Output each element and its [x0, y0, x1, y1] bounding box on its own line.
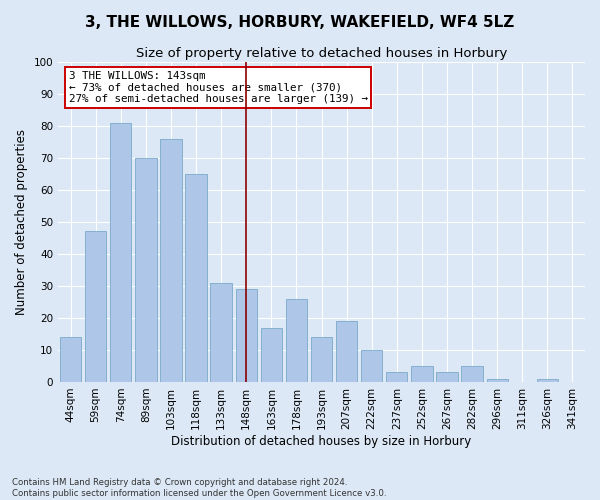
- Bar: [487, 379, 508, 382]
- Y-axis label: Number of detached properties: Number of detached properties: [15, 129, 28, 315]
- Text: Contains HM Land Registry data © Crown copyright and database right 2024.
Contai: Contains HM Land Registry data © Crown c…: [12, 478, 386, 498]
- Bar: [85, 232, 106, 382]
- Bar: [260, 328, 282, 382]
- Title: Size of property relative to detached houses in Horbury: Size of property relative to detached ho…: [136, 48, 507, 60]
- Bar: [536, 379, 558, 382]
- Bar: [361, 350, 382, 382]
- Bar: [110, 122, 131, 382]
- Bar: [336, 321, 357, 382]
- Bar: [411, 366, 433, 382]
- X-axis label: Distribution of detached houses by size in Horbury: Distribution of detached houses by size …: [172, 434, 472, 448]
- Bar: [60, 337, 81, 382]
- Bar: [386, 372, 407, 382]
- Bar: [211, 282, 232, 382]
- Text: 3 THE WILLOWS: 143sqm
← 73% of detached houses are smaller (370)
27% of semi-det: 3 THE WILLOWS: 143sqm ← 73% of detached …: [68, 72, 368, 104]
- Bar: [185, 174, 207, 382]
- Bar: [436, 372, 458, 382]
- Bar: [135, 158, 157, 382]
- Bar: [160, 138, 182, 382]
- Text: 3, THE WILLOWS, HORBURY, WAKEFIELD, WF4 5LZ: 3, THE WILLOWS, HORBURY, WAKEFIELD, WF4 …: [85, 15, 515, 30]
- Bar: [286, 298, 307, 382]
- Bar: [236, 289, 257, 382]
- Bar: [461, 366, 483, 382]
- Bar: [311, 337, 332, 382]
